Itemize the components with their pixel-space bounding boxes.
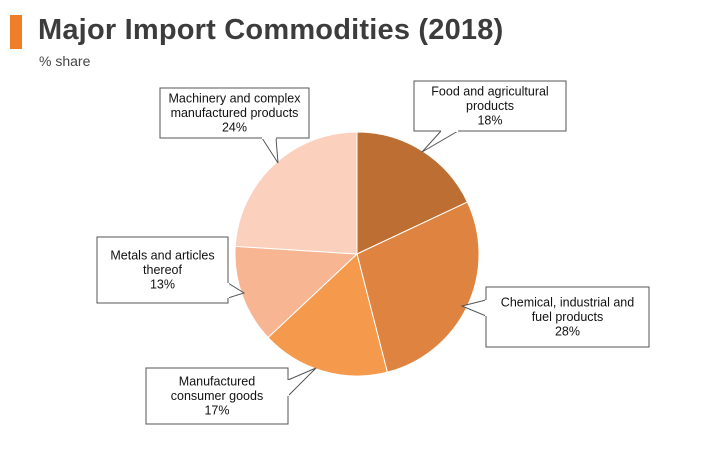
slice-value-label: 13%: [150, 277, 175, 291]
slice-category-label: Food and agricultural: [431, 84, 548, 98]
callout-metals-and-articles-thereof: Metals and articles thereof 13%: [96, 236, 246, 304]
slice-category-label: Chemical, industrial and: [501, 295, 634, 309]
callout-pointer: [261, 137, 279, 164]
slice-category-label: Manufactured: [179, 374, 255, 388]
callout-manufactured-consumer-goods: Manufactured consumer goods 17%: [145, 367, 317, 425]
callout-label: Machinery and complex manufactured produc…: [168, 91, 301, 134]
callout-box: [159, 87, 310, 139]
pie-slice-machinery-and-complex-manufactured-products: [234, 131, 358, 255]
callout-machinery-and-complex-manufactured-products: Machinery and complex manufactured produc…: [159, 87, 310, 164]
callout-box: [485, 286, 650, 348]
pie-slice-manufactured-consumer-goods: [267, 253, 388, 377]
slice-category-label: thereof: [143, 263, 182, 277]
pie-slice-metals-and-articles-thereof: [234, 245, 359, 339]
callout-box: [145, 367, 289, 425]
callout-pointer: [287, 367, 317, 398]
slice-value-label: 24%: [222, 120, 247, 134]
callout-box: [96, 236, 229, 304]
slice-value-label: 17%: [204, 403, 229, 417]
slice-value-label: 28%: [555, 324, 580, 338]
slice-category-label: Machinery and complex: [168, 91, 301, 105]
callout-chemical-industrial-and-fuel-products: Chemical, industrial and fuel products 28%: [460, 286, 650, 348]
slice-value-label: 18%: [477, 113, 502, 127]
callout-box: [413, 80, 567, 132]
slice-category-label: consumer goods: [171, 389, 263, 403]
title-accent-bar: [10, 15, 22, 49]
slice-category-label: Metals and articles: [110, 248, 214, 262]
callout-label: Chemical, industrial and fuel products 28%: [501, 295, 634, 338]
callout-label: Manufactured consumer goods 17%: [171, 374, 263, 417]
callout-food-and-agricultural-products: Food and agricultural products 18%: [413, 80, 567, 153]
callout-label: Metals and articles thereof 13%: [110, 248, 214, 291]
callout-label: Food and agricultural products 18%: [431, 84, 548, 127]
chart-title: Major Import Commodities (2018): [38, 14, 504, 46]
slice-category-label: manufactured products: [171, 106, 299, 120]
chart-subtitle: % share: [39, 53, 91, 69]
callout-pointer: [421, 130, 460, 153]
pie-callouts: Food and agricultural products 18% Chemical…: [96, 80, 650, 425]
pie-slices: [234, 131, 480, 377]
slice-category-label: fuel products: [532, 310, 604, 324]
slice-category-label: products: [466, 99, 514, 113]
